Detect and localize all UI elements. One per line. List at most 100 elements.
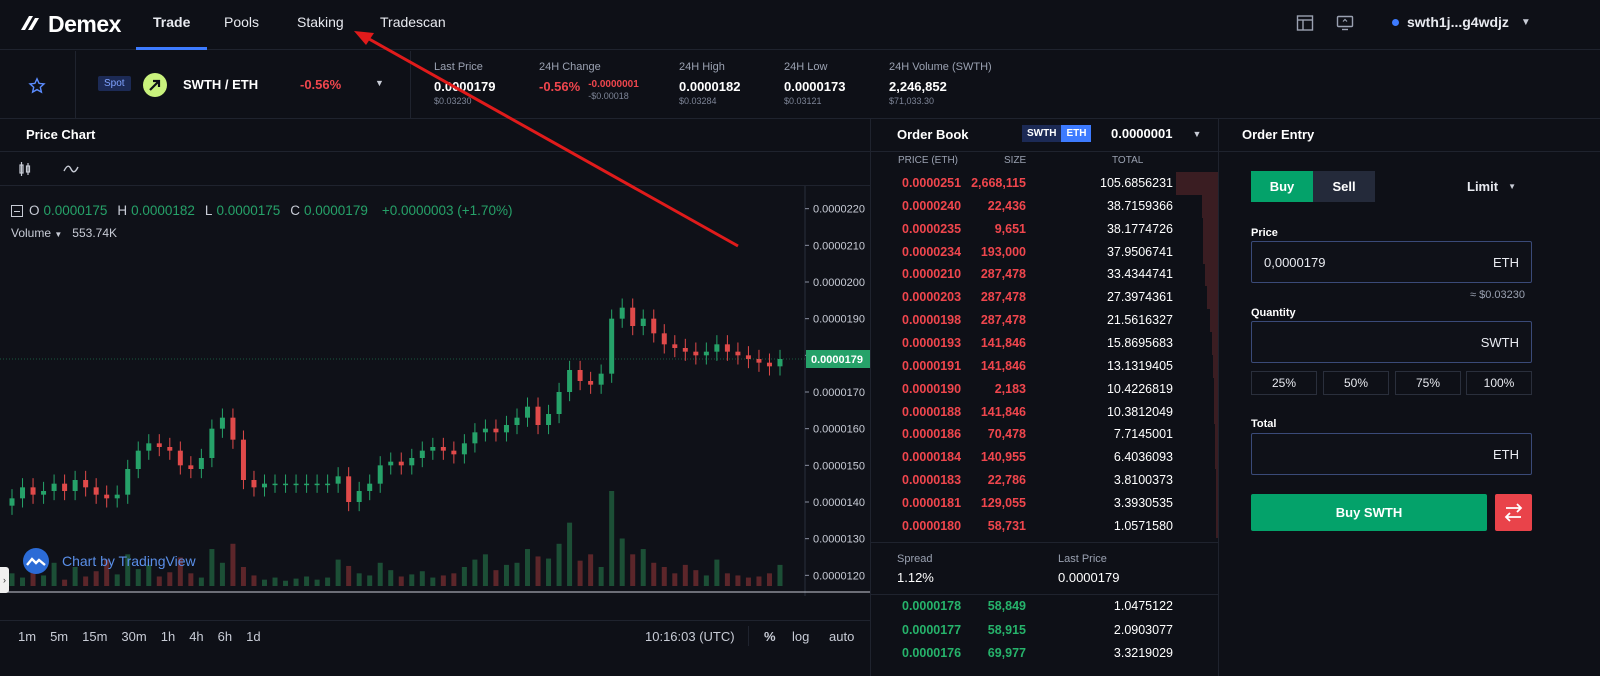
ask-size: 9,651 <box>994 221 1026 236</box>
chart-clock: 10:16:03 (UTC) <box>645 629 735 644</box>
candle-body <box>451 450 457 455</box>
ask-row[interactable]: 0.0000203 287,478 27.3974361 <box>873 286 1218 310</box>
tradingview-chart[interactable]: 0.0000220 0.0000210 0.0000200 0.0000190 0.00… <box>0 186 870 596</box>
volume-bar <box>640 549 646 586</box>
candle-body <box>240 439 246 480</box>
volume-bar <box>756 576 762 586</box>
nav-pools[interactable]: Pools <box>224 14 260 30</box>
market-selector[interactable]: Spot SWTH / ETH -0.56% ▼ <box>98 71 388 99</box>
stat-sub: $0.03121 <box>784 96 822 106</box>
tradingview-branding[interactable]: Chart by TradingView <box>20 547 196 575</box>
volume-bar <box>619 538 625 586</box>
buy-tab[interactable]: Buy <box>1251 171 1313 202</box>
candle-body <box>525 406 531 418</box>
bid-row[interactable]: 0.0000178 58,849 1.0475122 <box>873 595 1218 618</box>
timeframe-6h[interactable]: 6h <box>217 629 233 644</box>
percent-25-button[interactable]: 25% <box>1251 371 1317 395</box>
ask-row[interactable]: 0.0000251 2,668,115 105.6856231 <box>873 172 1218 195</box>
volume-bar <box>409 574 415 586</box>
swap-side-button[interactable] <box>1495 494 1532 531</box>
ask-row[interactable]: 0.0000186 70,478 7.7145001 <box>873 423 1218 447</box>
ask-price: 0.0000240 <box>902 198 962 213</box>
candle-body <box>93 487 99 495</box>
stat-label: 24H Volume (SWTH) <box>889 61 992 73</box>
ask-row[interactable]: 0.0000183 22,786 3.8100373 <box>873 469 1218 493</box>
low-label: L <box>204 203 213 218</box>
annotation-arrow <box>354 31 739 248</box>
timeframe-1m[interactable]: 1m <box>18 629 37 644</box>
star-icon[interactable] <box>28 77 46 95</box>
ask-row[interactable]: 0.0000235 9,651 38.1774726 <box>873 217 1218 241</box>
bid-row[interactable]: 0.0000177 58,915 2.0903077 <box>873 619 1218 642</box>
timeframe-15m[interactable]: 15m <box>82 629 108 644</box>
indicators-icon[interactable] <box>63 162 79 176</box>
ask-size: 287,478 <box>980 290 1026 305</box>
ask-row[interactable]: 0.0000191 141,846 13.1319405 <box>873 354 1218 378</box>
volume-bar <box>651 562 657 586</box>
sell-tab[interactable]: Sell <box>1313 171 1375 202</box>
last-price-value: 0.0000179 <box>1058 570 1120 585</box>
timeframe-1h[interactable]: 1h <box>160 629 176 644</box>
screen-settings-icon[interactable] <box>1336 14 1354 32</box>
ask-row[interactable]: 0.0000181 129,055 3.3930535 <box>873 491 1218 515</box>
auto-scale-toggle[interactable]: auto <box>829 629 855 644</box>
timeframe-1d[interactable]: 1d <box>246 629 261 644</box>
candle-body <box>293 483 299 486</box>
volume-bar <box>724 573 730 586</box>
y-tick-label: 0.0000150 <box>813 460 865 472</box>
volume-legend[interactable]: Volume ▼ 553.74K <box>11 226 117 240</box>
percent-50-button[interactable]: 50% <box>1323 371 1389 395</box>
percent-100-button[interactable]: 100% <box>1466 371 1532 395</box>
ask-row[interactable]: 0.0000198 287,478 21.5616327 <box>873 309 1218 333</box>
ask-row[interactable]: 0.0000193 141,846 15.8695683 <box>873 331 1218 355</box>
nav-tradescan[interactable]: Tradescan <box>380 14 446 30</box>
candle-body <box>304 483 310 486</box>
nav-trade[interactable]: Trade <box>153 14 191 30</box>
nav-staking[interactable]: Staking <box>297 14 344 30</box>
candle-body <box>104 494 110 499</box>
stat-label: 24H High <box>679 61 725 73</box>
buy-submit-button[interactable]: Buy SWTH <box>1251 494 1487 531</box>
order-type-select[interactable]: Limit ▼ <box>1467 179 1516 194</box>
bid-row[interactable]: 0.0000176 69,977 3.3219029 <box>873 642 1218 665</box>
ask-row[interactable]: 0.0000234 193,000 37.9506741 <box>873 240 1218 264</box>
ask-row[interactable]: 0.0000240 22,436 38.7159366 <box>873 194 1218 218</box>
timeframe-5m[interactable]: 5m <box>50 629 69 644</box>
volume-bar <box>93 571 99 586</box>
collapse-icon[interactable] <box>11 204 23 217</box>
ask-total: 105.6856231 <box>1100 176 1173 190</box>
price-input[interactable]: 0,0000179 ETH <box>1251 241 1532 283</box>
candle-body <box>619 307 625 319</box>
chevron-down-icon: ▼ <box>1520 16 1531 28</box>
demex-logo[interactable]: Demex <box>18 10 121 38</box>
candle-body <box>461 443 467 455</box>
ask-row[interactable]: 0.0000184 140,955 6.4036093 <box>873 446 1218 470</box>
volume-bar <box>261 579 267 586</box>
percent-75-button[interactable]: 75% <box>1395 371 1461 395</box>
token-swth[interactable]: SWTH <box>1022 125 1062 142</box>
ask-row[interactable]: 0.0000190 2,183 10.4226819 <box>873 377 1218 401</box>
tick-size-select[interactable]: 0.0000001 ▼ <box>1111 126 1201 141</box>
layout-icon[interactable] <box>1296 14 1314 32</box>
token-eth[interactable]: ETH <box>1061 125 1092 142</box>
pair-token-toggle[interactable]: SWTH ETH <box>1022 125 1092 142</box>
ask-row[interactable]: 0.0000180 58,731 1.0571580 <box>873 514 1218 538</box>
quantity-unit: SWTH <box>1480 335 1519 350</box>
log-scale-toggle[interactable]: log <box>792 629 810 644</box>
depth-bar <box>1203 240 1218 264</box>
expand-handle[interactable]: › <box>0 567 9 593</box>
total-input[interactable]: ETH <box>1251 433 1532 475</box>
timeframe-4h[interactable]: 4h <box>189 629 204 644</box>
ask-row[interactable]: 0.0000210 287,478 33.4344741 <box>873 263 1218 287</box>
volume-value: 553.74K <box>72 226 118 240</box>
wallet-status-dot <box>1392 18 1399 26</box>
timeframe-30m[interactable]: 30m <box>121 629 147 644</box>
candle-body <box>756 359 762 363</box>
percent-scale-toggle[interactable]: % <box>764 629 776 644</box>
x-tick-label: 9 <box>281 594 288 596</box>
quantity-input[interactable]: SWTH <box>1251 321 1532 363</box>
ask-price: 0.0000184 <box>902 450 962 465</box>
candles-icon[interactable] <box>18 161 32 177</box>
ask-row[interactable]: 0.0000188 141,846 10.3812049 <box>873 400 1218 424</box>
wallet-button[interactable]: swth1j...g4wdjz ▼ <box>1392 14 1531 30</box>
